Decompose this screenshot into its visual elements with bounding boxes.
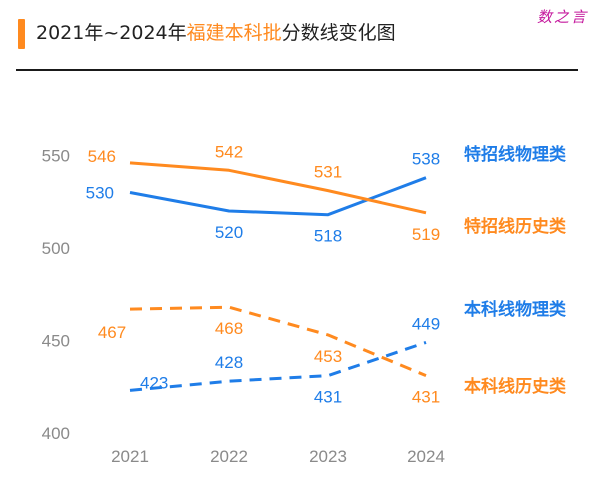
series-line	[129, 176, 427, 217]
data-label: 453	[314, 347, 342, 366]
data-label: 530	[86, 184, 114, 203]
y-axis: 400 450 500 550	[42, 147, 70, 444]
x-tick-label: 2023	[309, 447, 347, 466]
series-line	[129, 340, 427, 392]
title-suffix: 分数线变化图	[281, 22, 396, 44]
page-title: 2021年~2024年福建本科批分数线变化图	[36, 20, 396, 46]
series-line	[129, 305, 427, 377]
data-label: 531	[314, 163, 342, 182]
y-tick-label: 450	[42, 332, 70, 351]
x-tick-label: 2022	[210, 447, 248, 466]
y-tick-label: 400	[42, 424, 70, 443]
title-divider	[16, 69, 578, 71]
series-name-label: 特招线历史类	[464, 216, 567, 237]
watermark-logo: 数之言	[536, 8, 588, 26]
x-tick-label: 2021	[111, 447, 149, 466]
data-label: 546	[88, 147, 116, 166]
data-label: 428	[215, 353, 243, 372]
data-label: 449	[412, 314, 440, 333]
series-lines	[129, 161, 427, 392]
data-label: 468	[215, 319, 243, 338]
title-prefix: 2021年~2024年	[36, 22, 187, 44]
data-label: 542	[215, 142, 243, 161]
series-name-label: 本科线历史类	[464, 376, 567, 397]
data-label: 538	[412, 150, 440, 169]
series-name-label: 本科线物理类	[464, 299, 567, 320]
data-label: 519	[412, 225, 440, 244]
series-line	[129, 161, 427, 215]
data-label: 467	[98, 323, 126, 342]
x-tick-label: 2024	[407, 447, 445, 466]
data-label: 520	[215, 223, 243, 242]
data-label: 518	[314, 227, 342, 246]
series-name-label: 特招线物理类	[464, 144, 567, 165]
title-accent-bar	[18, 19, 25, 49]
data-labels: 530 520 518 538 546 542 531 519 423 428 431 449 467 4…	[86, 142, 441, 406]
y-tick-label: 500	[42, 239, 70, 258]
x-axis: 2021 2022 2023 2024	[111, 447, 445, 466]
y-tick-label: 550	[42, 147, 70, 166]
title-highlight: 福建本科批	[186, 22, 282, 44]
data-label: 431	[412, 388, 440, 407]
data-label: 431	[314, 388, 342, 407]
data-label: 423	[140, 373, 168, 392]
